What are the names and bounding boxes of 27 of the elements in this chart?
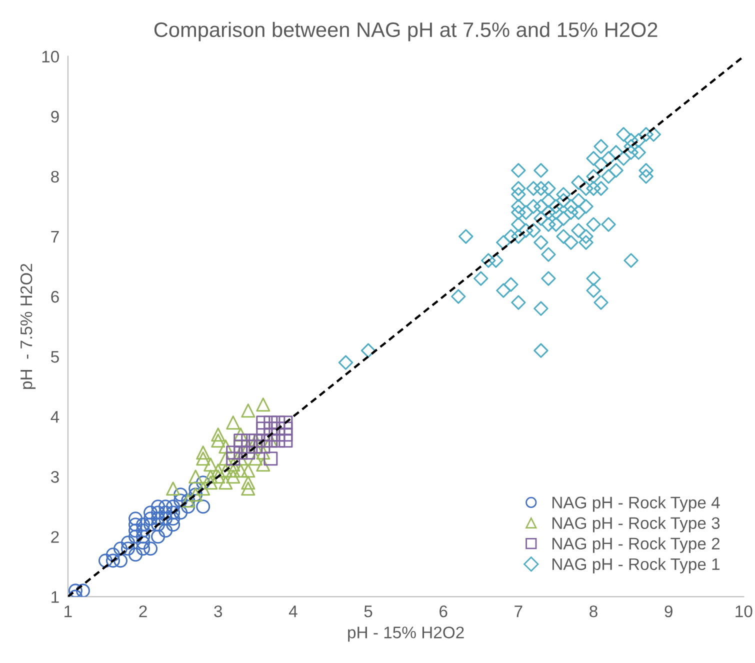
y-tick-label: 10: [42, 50, 59, 63]
y-tick-label: 2: [51, 531, 59, 543]
y-tick-label: 6: [51, 290, 59, 303]
y-axis-title: pH - 7.5% H2O2: [20, 264, 36, 389]
y-tick-label: 7: [51, 231, 59, 243]
legend-label: NAG pH - Rock Type 1: [552, 558, 720, 574]
x-tick-label: 1: [64, 606, 72, 618]
legend-label: NAG pH - Rock Type 2: [552, 537, 720, 553]
x-tick-label: 7: [514, 606, 522, 618]
x-tick-label: 10: [736, 605, 752, 618]
x-tick-label: 2: [139, 605, 147, 618]
y-tick-label: 5: [51, 351, 59, 363]
y-tick-label: 3: [50, 471, 59, 483]
y-tick-label: 1: [52, 591, 59, 603]
y-tick-label: 9: [51, 110, 59, 123]
legend-label: NAG pH - Rock Type 3: [552, 516, 720, 532]
x-tick-label: 9: [664, 605, 672, 618]
x-tick-label: 4: [288, 606, 298, 618]
y-tick-label: 4: [50, 411, 60, 423]
x-tick-label: 8: [590, 605, 598, 618]
x-tick-label: 5: [364, 606, 372, 618]
chart-title: Comparison between NAG pH at 7.5% and 15% H2O2: [154, 22, 658, 42]
legend-label: NAG pH - Rock Type 4: [552, 496, 720, 512]
y-tick-label: 8: [51, 170, 59, 183]
x-axis-title: pH - 15% H2O2: [348, 626, 464, 642]
x-tick-label: 3: [214, 605, 222, 618]
x-tick-label: 6: [440, 605, 448, 618]
